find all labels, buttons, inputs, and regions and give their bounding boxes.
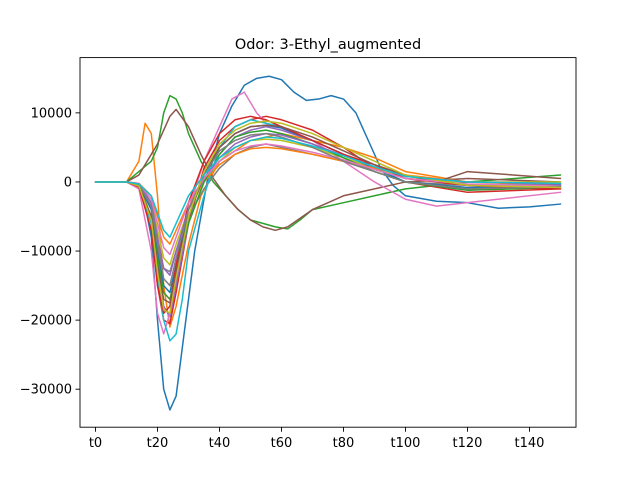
y-tick-label: −10000 — [20, 245, 72, 260]
x-tick-label: t60 — [271, 436, 293, 451]
series-line-6 — [94, 108, 562, 232]
series-line-3 — [94, 94, 562, 230]
y-tick-label: 0 — [64, 175, 72, 190]
x-tick-label: t80 — [333, 436, 355, 451]
x-tick-label: t20 — [147, 436, 169, 451]
y-tick-label: −30000 — [20, 383, 72, 398]
chart-title: Odor: 3-Ethyl_augmented — [235, 37, 421, 53]
x-tick-label: t140 — [515, 436, 545, 451]
series-line-8 — [94, 143, 562, 273]
series-line-2 — [94, 122, 562, 328]
axes-frame — [79, 57, 577, 428]
series-line-1 — [94, 75, 562, 411]
series-line-19 — [94, 120, 562, 314]
series-line-7 — [94, 91, 562, 335]
y-axis: 10000 0 −10000 −20000 −30000 — [20, 106, 80, 398]
plot-area — [94, 75, 562, 411]
series-line-17 — [94, 143, 562, 256]
y-tick-label: −20000 — [20, 314, 72, 329]
x-tick-label: t100 — [391, 436, 421, 451]
y-tick-label: 10000 — [31, 106, 72, 121]
x-tick-label: t120 — [453, 436, 483, 451]
series-line-12 — [94, 146, 562, 245]
x-tick-label: t40 — [209, 436, 231, 451]
x-axis: t0 t20 t40 t60 t80 t100 t120 t140 — [89, 427, 545, 451]
x-tick-label: t0 — [89, 436, 102, 451]
series-line-14 — [94, 115, 562, 314]
series-line-20 — [94, 136, 562, 238]
series-line-18 — [94, 132, 562, 287]
